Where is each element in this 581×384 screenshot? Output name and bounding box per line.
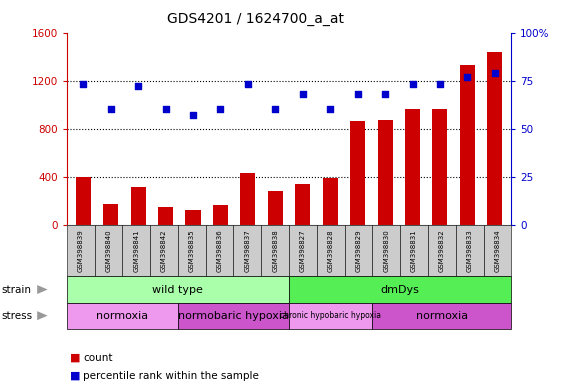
Bar [378,120,393,225]
Point [161,106,170,113]
Text: strain: strain [1,285,31,295]
Text: percentile rank within the sample: percentile rank within the sample [83,371,259,381]
Point [381,91,390,97]
Point [325,106,335,113]
Point [188,112,198,118]
Bar [103,204,119,225]
Text: chronic hypobaric hypoxia: chronic hypobaric hypoxia [280,311,381,320]
Bar [350,121,365,225]
Point [435,81,444,88]
Point [78,81,88,88]
Bar [460,65,475,225]
Text: GSM398829: GSM398829 [356,229,361,272]
Point [353,91,363,97]
Point [490,70,500,76]
Point [243,81,253,88]
Bar [295,184,310,225]
Bar [213,205,228,225]
Bar [241,173,256,225]
Text: GDS4201 / 1624700_a_at: GDS4201 / 1624700_a_at [167,12,344,26]
Bar [268,191,283,225]
Point [106,106,116,113]
Point [408,81,417,88]
Point [271,106,280,113]
Bar [158,207,173,225]
Text: normoxia: normoxia [96,311,148,321]
Text: normobaric hypoxia: normobaric hypoxia [178,311,289,321]
Text: GSM398834: GSM398834 [494,229,500,272]
Text: normoxia: normoxia [416,311,468,321]
Text: GSM398838: GSM398838 [272,229,278,272]
Bar [131,187,146,225]
Text: GSM398836: GSM398836 [217,229,223,272]
Text: ■: ■ [70,353,80,362]
Point [216,106,225,113]
Text: dmDys: dmDys [381,285,419,295]
Text: GSM398833: GSM398833 [467,229,472,272]
Polygon shape [37,311,48,320]
Point [462,74,472,80]
Bar [405,109,420,225]
Text: count: count [83,353,113,362]
Point [134,83,143,89]
Text: GSM398840: GSM398840 [106,229,112,272]
Text: GSM398841: GSM398841 [133,229,139,272]
Text: GSM398837: GSM398837 [245,229,250,272]
Text: GSM398831: GSM398831 [411,229,417,272]
Text: GSM398839: GSM398839 [78,229,84,272]
Bar [76,177,91,225]
Bar [432,109,447,225]
Text: GSM398835: GSM398835 [189,229,195,272]
Text: GSM398827: GSM398827 [300,229,306,272]
Text: stress: stress [1,311,33,321]
Bar [322,178,338,225]
Bar [185,210,200,225]
Text: wild type: wild type [152,285,203,295]
Text: GSM398828: GSM398828 [328,229,333,272]
Point [298,91,307,97]
Polygon shape [37,285,48,294]
Text: GSM398832: GSM398832 [439,229,445,272]
Text: ■: ■ [70,371,80,381]
Text: GSM398830: GSM398830 [383,229,389,272]
Text: GSM398842: GSM398842 [161,229,167,272]
Bar [487,52,503,225]
